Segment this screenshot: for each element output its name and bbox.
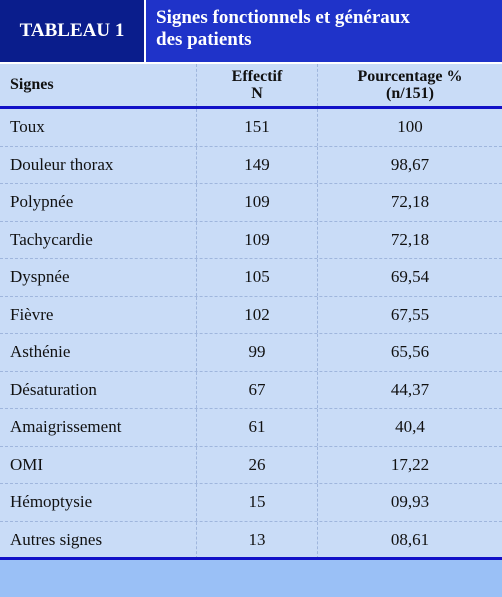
cell-effectif: 151	[196, 109, 317, 146]
cell-pourcentage: 67,55	[317, 296, 502, 333]
cell-signe: Dyspnée	[10, 267, 70, 287]
column-header-label: Signes	[10, 76, 54, 93]
table-row: Autres signes 13 08,61	[0, 521, 502, 559]
cell-pourcentage: 72,18	[317, 184, 502, 221]
table-row: OMI 26 17,22	[0, 446, 502, 484]
cell-effectif: 99	[196, 334, 317, 371]
column-header-label: Effectif	[231, 68, 283, 85]
table-row: Asthénie 99 65,56	[0, 334, 502, 372]
cell-signe: Désaturation	[10, 379, 97, 399]
table-row: Amaigrissement 61 40,4	[0, 409, 502, 447]
table-row: Fièvre 102 67,55	[0, 296, 502, 334]
table-row: Polypnée 109 72,18	[0, 184, 502, 222]
cell-pourcentage: 69,54	[317, 259, 502, 296]
cell-pourcentage: 44,37	[317, 371, 502, 408]
table-title-line-2: des patients	[156, 29, 252, 50]
cell-pourcentage: 09,93	[317, 484, 502, 521]
table-title-line-1: Signes fonctionnels et généraux	[156, 7, 410, 28]
column-header-sublabel: N	[251, 85, 263, 102]
table-body: Toux 151 100 Douleur thorax 149 98,67 Po…	[0, 109, 502, 559]
cell-effectif: 109	[196, 184, 317, 221]
cell-effectif: 61	[196, 409, 317, 446]
cell-effectif: 105	[196, 259, 317, 296]
cell-effectif: 102	[196, 296, 317, 333]
cell-signe: Polypnée	[10, 192, 74, 212]
cell-signe: Asthénie	[10, 342, 71, 362]
column-header-effectif: Effectif N	[196, 64, 317, 106]
cell-pourcentage: 65,56	[317, 334, 502, 371]
cell-signe: Toux	[10, 117, 45, 137]
column-header-sublabel: (n/151)	[386, 85, 434, 102]
table-row: Dyspnée 105 69,54	[0, 259, 502, 297]
cell-signe: Amaigrissement	[10, 417, 122, 437]
cell-effectif: 15	[196, 484, 317, 521]
table-row: Désaturation 67 44,37	[0, 371, 502, 409]
cell-effectif: 67	[196, 371, 317, 408]
column-header-pourcentage: Pourcentage % (n/151)	[317, 64, 502, 106]
cell-effectif: 149	[196, 146, 317, 183]
table-header: TABLEAU 1 Signes fonctionnels et générau…	[0, 0, 502, 62]
cell-pourcentage: 100	[317, 109, 502, 146]
column-header-label: Pourcentage %	[357, 68, 463, 85]
column-headers: Signes Effectif N Pourcentage % (n/151)	[0, 62, 502, 109]
cell-pourcentage: 72,18	[317, 221, 502, 258]
cell-effectif: 13	[196, 521, 317, 559]
cell-pourcentage: 17,22	[317, 446, 502, 483]
cell-signe: Tachycardie	[10, 229, 93, 249]
cell-signe: OMI	[10, 454, 44, 474]
cell-pourcentage: 98,67	[317, 146, 502, 183]
cell-effectif: 26	[196, 446, 317, 483]
table-number-label: TABLEAU 1	[0, 0, 144, 62]
cell-pourcentage: 40,4	[317, 409, 502, 446]
table-row: Hémoptysie 15 09,93	[0, 484, 502, 522]
table-row: Tachycardie 109 72,18	[0, 221, 502, 259]
table-title: Signes fonctionnels et généraux des pati…	[144, 0, 502, 62]
table-footer-band	[0, 557, 502, 597]
cell-signe: Douleur thorax	[10, 154, 114, 174]
cell-pourcentage: 08,61	[317, 521, 502, 559]
cell-effectif: 109	[196, 221, 317, 258]
cell-signe: Fièvre	[10, 304, 54, 324]
column-header-signes: Signes	[0, 64, 196, 106]
cell-signe: Autres signes	[10, 530, 103, 550]
cell-signe: Hémoptysie	[10, 492, 93, 512]
table-row: Toux 151 100	[0, 109, 502, 147]
table-row: Douleur thorax 149 98,67	[0, 146, 502, 184]
